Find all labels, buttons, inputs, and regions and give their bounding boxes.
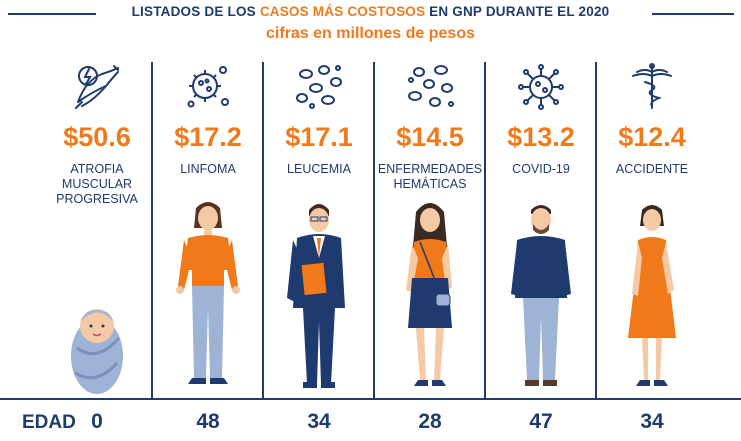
column-divider (484, 62, 486, 400)
disease-line: ACCIDENTE (615, 162, 689, 176)
title-post: EN GNP DURANTE EL 2020 (429, 4, 610, 19)
man-casual-figure (511, 205, 571, 386)
case-disease: ENFERMEDADES HEMÁTICAS (375, 162, 485, 192)
case-age: 34 (307, 410, 331, 433)
case-disease: LINFOMA (153, 162, 263, 177)
blood-cells-icon (296, 65, 342, 109)
case-column-atrofia: $50.6 ATROFIA MUSCULAR PROGRESIVA (42, 62, 152, 400)
disease-line: LEUCEMIA (287, 162, 351, 176)
woman-dress-figure (628, 205, 676, 386)
baby-figure (71, 309, 123, 394)
title-pre: LISTADOS DE LOS (131, 4, 256, 19)
disease-line: ATROFIA (70, 162, 124, 176)
case-amount: $50.6 (63, 122, 131, 152)
case-amount: $14.5 (396, 122, 464, 152)
case-column-covid19: $13.2 COVID-19 (486, 62, 596, 400)
coronavirus-icon (518, 64, 564, 110)
case-column-enfermedades-hematicas: $14.5 ENFERMEDADES HEMÁTICAS (375, 62, 485, 400)
column-divider (262, 62, 264, 400)
case-age: 0 (91, 410, 103, 433)
edad-label: EDAD (22, 412, 76, 433)
case-amount: $13.2 (507, 122, 575, 152)
disease-line: HEMÁTICAS (393, 177, 467, 191)
case-age: 34 (640, 410, 664, 433)
case-column-leucemia: $17.1 LEUCEMIA (264, 62, 374, 400)
case-disease: COVID-19 (486, 162, 596, 177)
column-divider (151, 62, 153, 400)
case-age: 47 (529, 410, 553, 433)
case-age: 28 (418, 410, 442, 433)
man-suit-figure (287, 204, 345, 388)
column-divider (595, 62, 597, 400)
disease-line: MUSCULAR (61, 177, 133, 191)
bottom-divider (0, 398, 741, 400)
caduceus-icon (632, 63, 672, 109)
title-divider-right (652, 13, 734, 15)
header: LISTADOS DE LOS CASOS MÁS COSTOSOS EN GN… (0, 0, 741, 50)
case-amount: $12.4 (618, 122, 686, 152)
blood-cells-icon (408, 65, 454, 107)
page-title: LISTADOS DE LOS CASOS MÁS COSTOSOS EN GN… (0, 4, 741, 19)
woman-figure (176, 202, 240, 384)
column-divider (373, 62, 375, 400)
muscle-bolt-icon (75, 65, 119, 109)
disease-line: ENFERMEDADES (377, 162, 483, 176)
title-highlight: CASOS MÁS COSTOSOS (259, 4, 426, 19)
case-disease: LEUCEMIA (264, 162, 374, 177)
case-column-accidente: $12.4 ACCIDENTE (597, 62, 707, 400)
case-disease: ACCIDENTE (597, 162, 707, 177)
case-disease: ATROFIA MUSCULAR PROGRESIVA (42, 162, 152, 207)
young-woman-figure (406, 203, 452, 386)
case-age: 48 (196, 410, 220, 433)
case-amount: $17.2 (174, 122, 242, 152)
virus-cells-icon (187, 66, 229, 108)
disease-line: PROGRESIVA (56, 192, 138, 206)
disease-line: LINFOMA (180, 162, 236, 176)
case-column-linfoma: $17.2 LINFOMA (153, 62, 263, 400)
page-subtitle: cifras en millones de pesos (266, 25, 475, 42)
case-amount: $17.1 (285, 122, 353, 152)
disease-line: COVID-19 (512, 162, 570, 176)
title-divider-left (8, 13, 96, 15)
